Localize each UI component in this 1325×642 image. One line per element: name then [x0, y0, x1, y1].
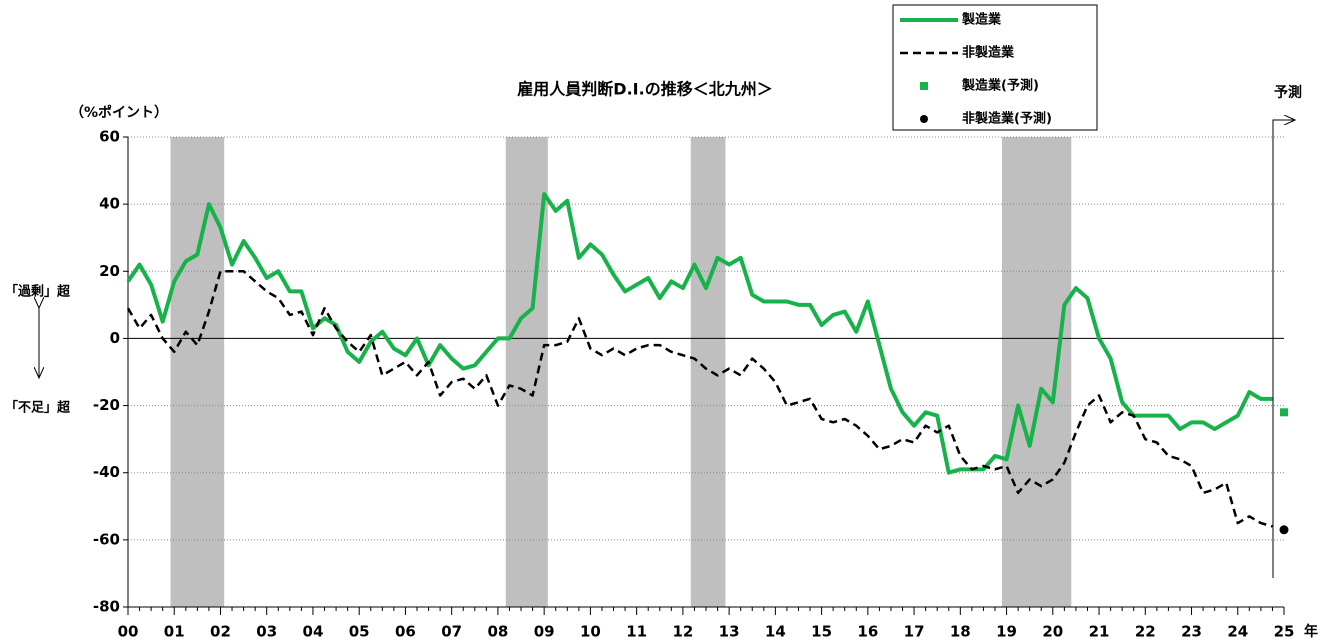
lower-note: 「不足」超	[5, 400, 71, 416]
x-tick-label: 12	[672, 623, 693, 641]
y-tick-label: 0	[110, 329, 120, 347]
y-tick-label: -80	[93, 598, 120, 616]
x-tick-label: 00	[118, 623, 139, 641]
x-tick-label: 14	[765, 623, 786, 641]
x-tick-label: 09	[534, 623, 555, 641]
legend-label: 非製造業	[962, 45, 1015, 61]
x-tick-label: 02	[210, 623, 231, 641]
y-tick-label: -20	[93, 396, 120, 414]
x-tick-label: 20	[1042, 623, 1063, 641]
x-tick-label: 13	[719, 623, 740, 641]
y-tick-label: 60	[99, 128, 120, 146]
upper-note: 「過剰」超	[5, 284, 71, 300]
x-tick-label: 21	[1089, 623, 1110, 641]
y-axis-label: （%ポイント）	[70, 104, 168, 121]
x-tick-label: 22	[1135, 623, 1156, 641]
x-unit: 年	[1304, 623, 1318, 640]
x-tick-label: 03	[256, 623, 277, 641]
x-tick-label: 19	[996, 623, 1017, 641]
series-line	[126, 270, 1273, 528]
shaded-period	[170, 137, 225, 607]
x-tick-label: 04	[303, 623, 324, 641]
legend-swatch	[920, 82, 928, 90]
x-tick-label: 23	[1181, 623, 1202, 641]
y-tick-label: -60	[93, 530, 120, 548]
x-tick-label: 24	[1227, 623, 1248, 641]
shaded-period	[690, 137, 726, 607]
x-tick-label: 11	[626, 623, 647, 641]
x-tick-label: 01	[164, 623, 185, 641]
x-tick-label: 17	[904, 623, 925, 641]
x-tick-label: 16	[857, 623, 878, 641]
x-tick-label: 06	[395, 623, 416, 641]
x-tick-label: 15	[811, 623, 832, 641]
legend-label: 製造業	[961, 12, 1002, 28]
legend-swatch	[920, 115, 928, 123]
y-tick-label: -40	[93, 463, 120, 481]
x-tick-label: 10	[580, 623, 601, 641]
shaded-period	[1001, 137, 1072, 607]
x-tick-label: 25	[1274, 623, 1295, 641]
forecast-line	[1272, 120, 1295, 578]
x-tick-label: 07	[441, 623, 462, 641]
forecast-point	[1280, 408, 1288, 417]
legend-label: 非製造業(予測)	[962, 111, 1052, 127]
legend	[892, 4, 1098, 131]
x-tick-label: 18	[950, 623, 971, 641]
legend-label: 製造業(予測)	[961, 78, 1039, 94]
x-tick-label: 08	[487, 623, 508, 641]
y-tick-label: 20	[99, 262, 120, 280]
y-tick-label: 40	[99, 195, 120, 213]
x-tick-label: 05	[349, 623, 370, 641]
forecast-point	[1279, 525, 1289, 535]
plot: 60 40 20 0 -20 -40 -60 -80 00 01 02 03 04 05 06 07 08 09 1…	[93, 128, 1295, 641]
chart-title: 雇用人員判断D.I.の推移＜北九州＞	[517, 80, 772, 99]
forecast-label: 予測	[1274, 84, 1302, 101]
